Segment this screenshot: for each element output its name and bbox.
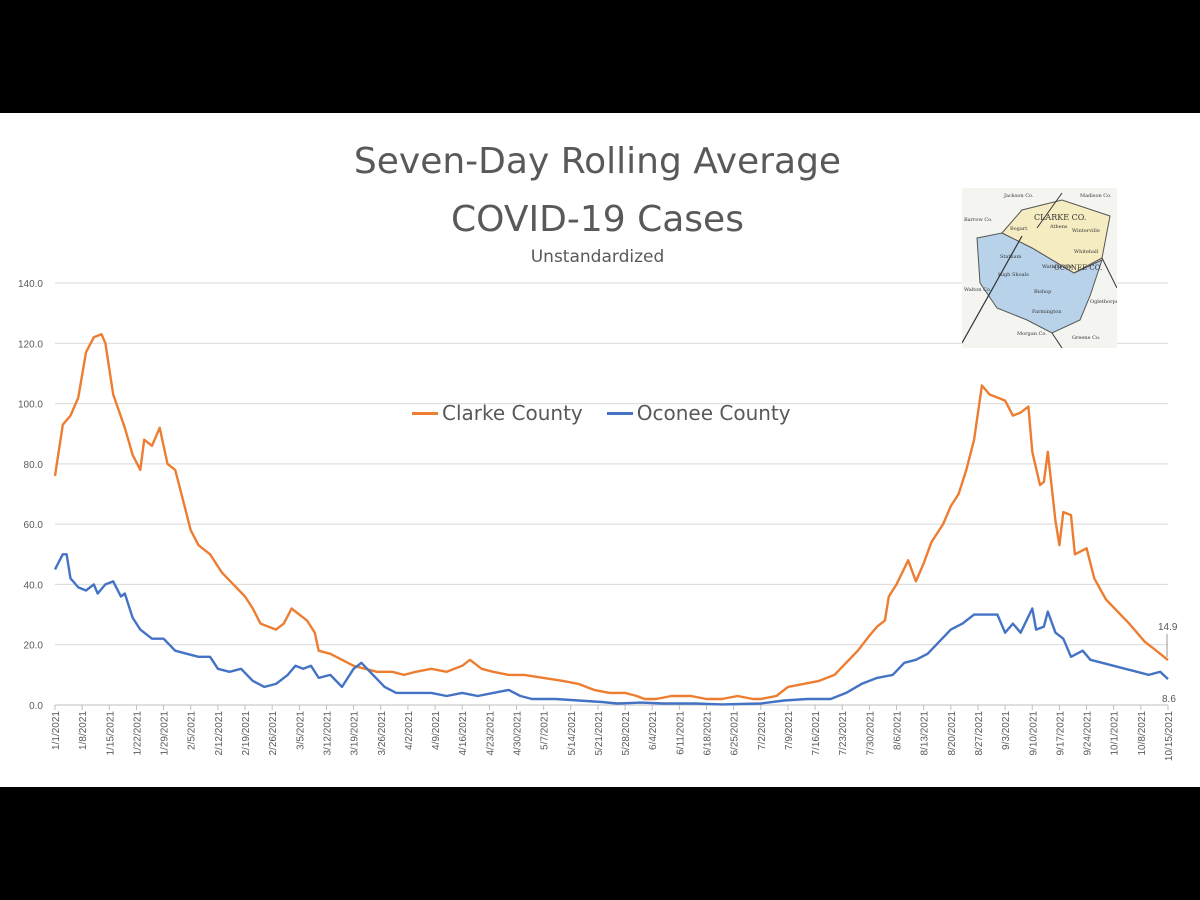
x-tick-label: 4/16/2021 bbox=[458, 711, 469, 756]
gridlines bbox=[55, 282, 1168, 706]
legend-swatch-clarke bbox=[412, 411, 438, 415]
series-line-oconee bbox=[53, 553, 1169, 706]
x-tick-label: 1/15/2021 bbox=[105, 711, 116, 756]
legend-swatch-oconee bbox=[606, 411, 633, 415]
x-tick-label: 5/28/2021 bbox=[621, 711, 632, 756]
county-map-inset: Jackson Co. Madison Co. CLARKE CO. Barrow C… bbox=[962, 188, 1117, 348]
x-tick-label: 9/10/2021 bbox=[1028, 711, 1039, 756]
y-tick-label: 120.0 bbox=[18, 339, 43, 350]
x-tick-label: 6/11/2021 bbox=[675, 711, 686, 755]
map-label: Greene Co. bbox=[1072, 335, 1101, 341]
legend-item-oconee: Oconee County bbox=[606, 401, 791, 425]
map-label: Jackson Co. bbox=[1003, 193, 1034, 199]
x-tick-label: 2/19/2021 bbox=[241, 711, 252, 756]
y-tick-label: 60.0 bbox=[24, 520, 44, 531]
legend-label-clarke: Clarke County bbox=[442, 401, 583, 425]
y-tick-label: 40.0 bbox=[24, 580, 44, 591]
x-tick-label: 3/19/2021 bbox=[350, 711, 361, 756]
series-line-clarke bbox=[53, 332, 1169, 701]
x-tick-label: 5/7/2021 bbox=[540, 711, 551, 750]
end-label-clarke: 14.9 bbox=[1158, 622, 1178, 633]
map-label: Bogart bbox=[1010, 226, 1027, 232]
legend: Clarke County Oconee County bbox=[412, 401, 791, 425]
y-tick-label: 0.0 bbox=[29, 701, 43, 712]
x-tick-label: 2/12/2021 bbox=[214, 711, 225, 756]
x-tick-label: 7/23/2021 bbox=[838, 711, 849, 756]
x-tick-label: 10/15/2021 bbox=[1164, 711, 1175, 761]
x-tick-label: 9/17/2021 bbox=[1055, 711, 1066, 756]
map-label: Madison Co. bbox=[1080, 193, 1112, 199]
x-tick-label: 8/13/2021 bbox=[920, 711, 931, 756]
x-tick-label: 8/27/2021 bbox=[974, 711, 985, 756]
x-tick-label: 5/14/2021 bbox=[567, 711, 578, 756]
x-tick-label: 3/5/2021 bbox=[295, 711, 306, 750]
map-label: Morgan Co. bbox=[1017, 331, 1047, 337]
map-label: Walton Co. bbox=[964, 287, 992, 293]
x-tick-label: 2/26/2021 bbox=[268, 711, 279, 756]
end-label-oconee: 8.6 bbox=[1162, 694, 1176, 705]
x-tick-label: 4/2/2021 bbox=[404, 711, 415, 750]
legend-item-clarke: Clarke County bbox=[412, 401, 583, 425]
x-tick-label: 1/8/2021 bbox=[78, 711, 89, 750]
map-label: CLARKE CO. bbox=[1034, 213, 1086, 222]
x-tick-label: 6/18/2021 bbox=[703, 711, 714, 756]
y-tick-label: 20.0 bbox=[24, 641, 44, 652]
y-tick-label: 80.0 bbox=[24, 460, 44, 471]
x-tick-label: 4/30/2021 bbox=[512, 711, 523, 756]
y-tick-label: 100.0 bbox=[18, 400, 43, 411]
x-tick-label: 9/24/2021 bbox=[1083, 711, 1094, 756]
map-label: Watkinsville bbox=[1042, 264, 1073, 270]
map-label: Oglethorpe Co. bbox=[1090, 299, 1117, 305]
x-tick-label: 4/9/2021 bbox=[431, 711, 442, 750]
legend-label-oconee: Oconee County bbox=[636, 401, 791, 425]
x-tick-label: 7/16/2021 bbox=[811, 711, 822, 756]
x-tick-label: 6/4/2021 bbox=[648, 711, 659, 750]
map-label: Athens bbox=[1049, 224, 1068, 230]
chart-title-line2: COVID-19 Cases bbox=[451, 199, 744, 240]
chart-title-line1: Seven-Day Rolling Average bbox=[353, 141, 842, 182]
x-tick-label: 2/5/2021 bbox=[187, 711, 198, 750]
x-tick-label: 3/26/2021 bbox=[377, 711, 388, 756]
series-lines bbox=[53, 332, 1169, 706]
x-tick-label: 7/2/2021 bbox=[757, 711, 768, 750]
x-tick-label: 1/29/2021 bbox=[160, 711, 171, 756]
map-label: Winterville bbox=[1072, 228, 1100, 234]
y-axis-ticks: 0.0 20.0 40.0 60.0 80.0 100.0 120.0 140.0 bbox=[18, 279, 43, 712]
line-chart: 0.0 20.0 40.0 60.0 80.0 100.0 120.0 140.0 1/1/2… bbox=[18, 279, 1178, 761]
x-tick-label: 8/6/2021 bbox=[893, 711, 904, 750]
x-tick-label: 8/20/2021 bbox=[947, 711, 958, 756]
y-tick-label: 140.0 bbox=[18, 279, 43, 290]
map-label: Farmington bbox=[1032, 309, 1062, 315]
map-label: Barrow Co. bbox=[964, 217, 993, 223]
map-labels: Jackson Co. Madison Co. CLARKE CO. Barrow C… bbox=[964, 193, 1117, 341]
x-tick-label: 10/1/2021 bbox=[1110, 711, 1121, 756]
x-axis-ticks: 1/1/2021 1/8/2021 1/15/2021 1/22/2021 1/29/2… bbox=[51, 705, 1175, 761]
map-label: Bishop bbox=[1034, 289, 1051, 295]
chart-subtitle: Unstandardized bbox=[530, 247, 665, 267]
map-label: Whitehall bbox=[1074, 249, 1099, 255]
x-tick-label: 1/22/2021 bbox=[132, 711, 143, 756]
x-tick-label: 10/8/2021 bbox=[1137, 711, 1148, 756]
map-label: High Shoals bbox=[998, 272, 1029, 278]
x-tick-label: 1/1/2021 bbox=[51, 711, 62, 750]
x-tick-label: 5/21/2021 bbox=[594, 711, 605, 756]
x-tick-label: 7/30/2021 bbox=[865, 711, 876, 756]
x-tick-label: 9/3/2021 bbox=[1001, 711, 1012, 750]
x-tick-label: 4/23/2021 bbox=[485, 711, 496, 756]
slide: 0.0 20.0 40.0 60.0 80.0 100.0 120.0 140.0 1/1/2… bbox=[0, 113, 1200, 787]
map-label: Statham bbox=[1000, 254, 1022, 260]
end-labels: 14.9 8.6 bbox=[1158, 622, 1178, 705]
x-tick-label: 6/25/2021 bbox=[730, 711, 741, 756]
x-tick-label: 7/9/2021 bbox=[784, 711, 795, 750]
x-tick-label: 3/12/2021 bbox=[322, 711, 333, 756]
map-label: OCONEE CO. bbox=[1054, 264, 1102, 272]
